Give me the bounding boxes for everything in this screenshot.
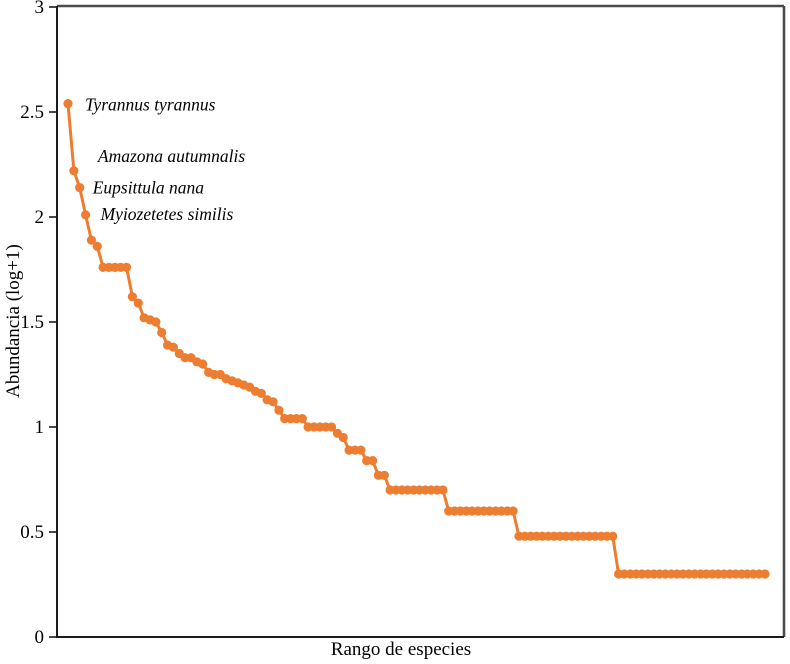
data-point-rank-3 [75, 183, 85, 193]
data-point-rank-6 [92, 241, 102, 251]
data-point-rank-16 [151, 317, 161, 327]
abundance-rank-line [66, 102, 767, 576]
x-axis-title: Rango de especies [330, 639, 472, 660]
y-tick-label: 0.5 [20, 522, 44, 543]
data-point-rank-53 [368, 456, 378, 466]
data-point-rank-46 [327, 422, 337, 432]
data-point-rank-13 [133, 298, 143, 308]
data-point-rank-94 [608, 531, 618, 541]
y-tick-label: 2 [35, 207, 45, 228]
species-annotation-2: Amazona autumnalis [97, 146, 245, 166]
data-point-rank-19 [168, 342, 178, 352]
data-point-rank-51 [356, 445, 366, 455]
data-point-rank-41 [297, 414, 307, 424]
data-point-rank-36 [268, 397, 278, 407]
data-point-rank-4 [81, 210, 91, 220]
y-tick-label: 3 [35, 0, 45, 18]
y-tick-label: 1.5 [20, 312, 44, 333]
data-point-rank-37 [274, 405, 284, 415]
y-tick-label: 0 [35, 627, 45, 648]
data-point-rank-48 [338, 432, 348, 443]
species-annotation-1: Tyrannus tyrannus [85, 95, 216, 115]
species-annotation-3: Eupsittula nana [92, 178, 205, 198]
data-point-rank-12 [127, 292, 137, 302]
data-point-rank-17 [157, 327, 167, 338]
y-axis-title: Abundancia (log+1) [3, 244, 24, 398]
data-point-rank-55 [379, 470, 389, 480]
data-point-rank-1 [63, 99, 73, 109]
data-point-rank-2 [69, 166, 79, 176]
data-point-rank-120 [760, 569, 770, 579]
data-point-rank-24 [198, 359, 208, 369]
y-tick-label: 1 [35, 417, 45, 438]
data-point-rank-11 [122, 262, 132, 272]
y-tick-label: 2.5 [20, 102, 44, 123]
data-point-rank-65 [438, 485, 448, 495]
data-point-rank-34 [256, 388, 266, 398]
data-point-rank-5 [86, 235, 96, 245]
species-annotation-4: Myiozetetes similis [100, 204, 234, 224]
data-point-rank-77 [508, 506, 518, 516]
